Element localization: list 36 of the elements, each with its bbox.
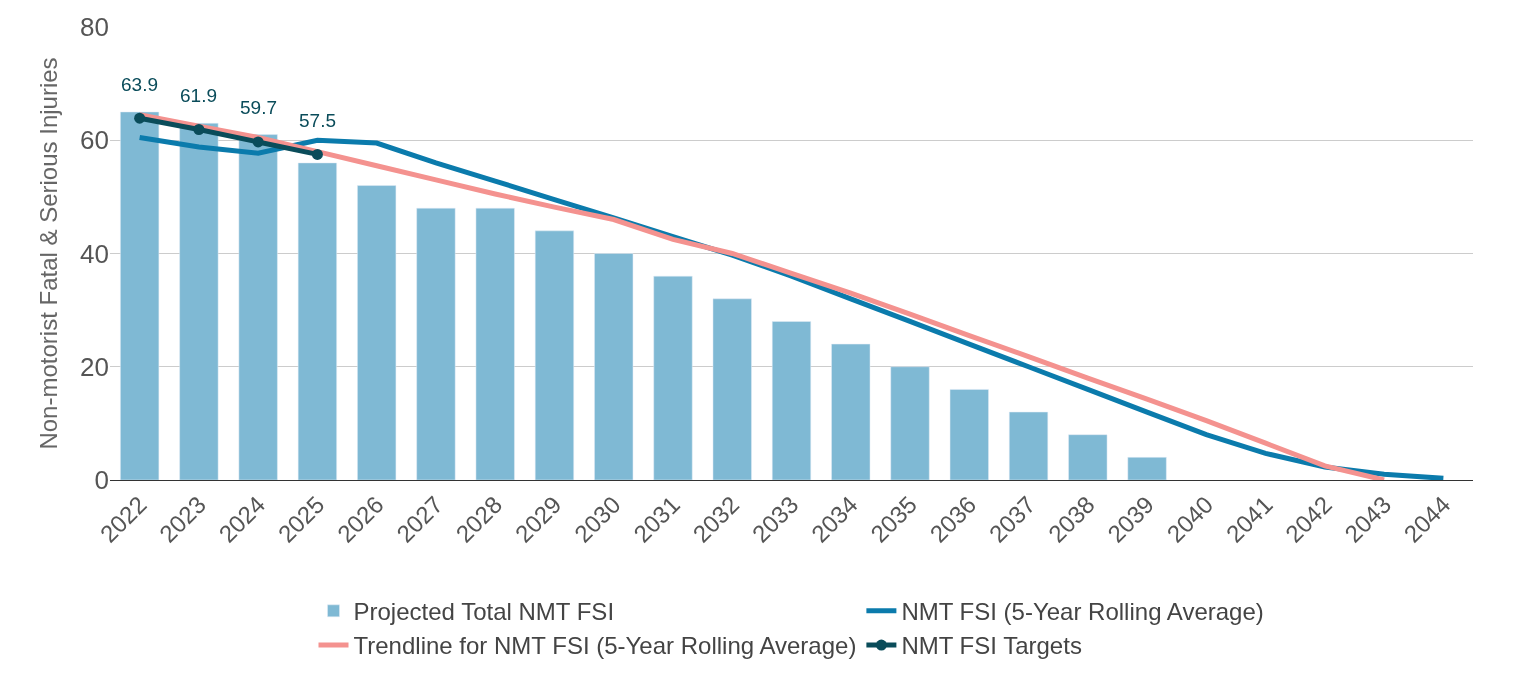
y-tick-label: 40 bbox=[80, 238, 109, 269]
bar bbox=[653, 275, 693, 480]
y-tick-label: 20 bbox=[80, 351, 109, 382]
bar bbox=[771, 321, 812, 480]
bar bbox=[1009, 411, 1049, 480]
y-tick-label: 60 bbox=[80, 125, 109, 156]
bar bbox=[534, 230, 574, 480]
data-label: 63.9 bbox=[121, 74, 158, 95]
point bbox=[311, 148, 323, 160]
point bbox=[252, 136, 264, 148]
bar bbox=[831, 343, 871, 480]
y-axis-title: Non-motorist Fatal & Serious Injuries bbox=[35, 57, 63, 450]
bar bbox=[297, 162, 337, 480]
data-label: 59.7 bbox=[240, 97, 277, 118]
legend-label: Trendline for NMT FSI (5-Year Rolling Average) bbox=[353, 632, 857, 660]
bar bbox=[594, 253, 634, 480]
bar bbox=[890, 366, 930, 480]
data-label: 57.5 bbox=[299, 110, 336, 131]
legend-label: NMT FSI (5-Year Rolling Average) bbox=[901, 598, 1264, 626]
bar bbox=[238, 134, 278, 480]
bar bbox=[416, 207, 456, 480]
bar bbox=[1068, 434, 1108, 480]
bar bbox=[712, 298, 752, 480]
bar bbox=[120, 111, 160, 480]
point bbox=[193, 123, 205, 135]
bar bbox=[949, 389, 989, 480]
y-tick-label: 0 bbox=[94, 465, 109, 496]
point bbox=[134, 112, 146, 124]
data-label: 61.9 bbox=[180, 85, 217, 106]
legend-label: Projected Total NMT FSI bbox=[353, 598, 615, 626]
bar bbox=[475, 207, 515, 480]
legend-label: NMT FSI Targets bbox=[901, 632, 1082, 660]
bar bbox=[1127, 457, 1167, 480]
y-tick-label: 80 bbox=[80, 12, 109, 43]
bar bbox=[357, 185, 397, 480]
bar bbox=[179, 123, 219, 480]
